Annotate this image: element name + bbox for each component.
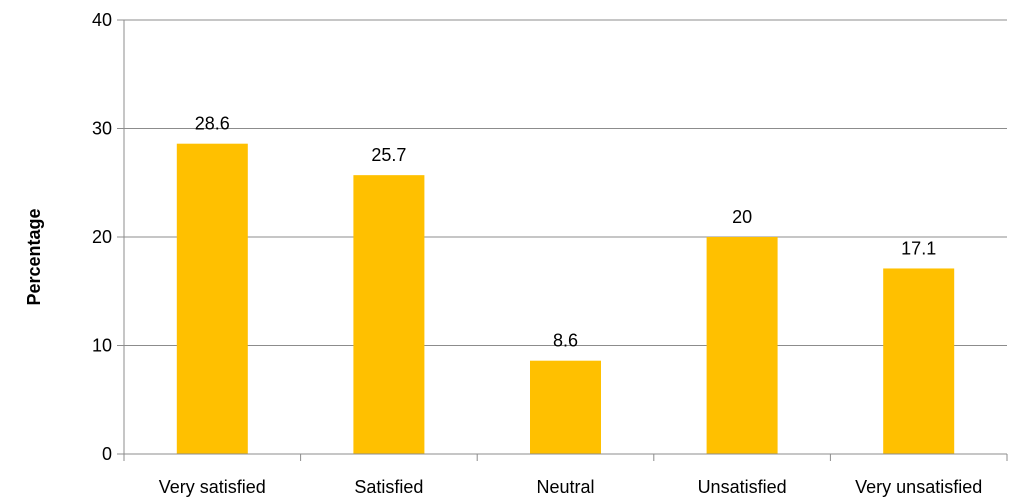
gridlines — [124, 19, 1007, 346]
data-label: 8.6 — [553, 331, 578, 351]
axes — [117, 19, 1008, 461]
x-tick-label: Neutral — [536, 477, 594, 497]
x-tick-labels: Very satisfied Satisfied Neutral Unsatisfie… — [159, 477, 982, 497]
y-tick-label: 40 — [92, 10, 112, 30]
x-tick-label: Very satisfied — [159, 477, 266, 497]
data-label: 17.1 — [901, 238, 936, 258]
bar — [530, 360, 601, 454]
y-tick-label: 0 — [102, 444, 112, 464]
x-tick-label: Very unsatisfied — [855, 477, 982, 497]
y-axis-label: Percentage — [24, 208, 44, 305]
y-tick-label: 30 — [92, 119, 112, 139]
y-tick-labels: 0 10 20 30 40 — [92, 10, 112, 464]
bars — [176, 143, 955, 454]
bar — [883, 268, 955, 454]
bar — [706, 237, 778, 454]
y-tick-label: 10 — [92, 336, 112, 356]
bar — [353, 175, 425, 454]
y-tick-label: 20 — [92, 227, 112, 247]
data-labels: 28.6 25.7 8.6 20 17.1 — [195, 114, 936, 351]
data-label: 20 — [732, 207, 752, 227]
data-label: 28.6 — [195, 114, 230, 134]
x-tick-label: Satisfied — [354, 477, 423, 497]
x-tick-label: Unsatisfied — [698, 477, 787, 497]
bar — [176, 143, 248, 454]
data-label: 25.7 — [371, 145, 406, 165]
